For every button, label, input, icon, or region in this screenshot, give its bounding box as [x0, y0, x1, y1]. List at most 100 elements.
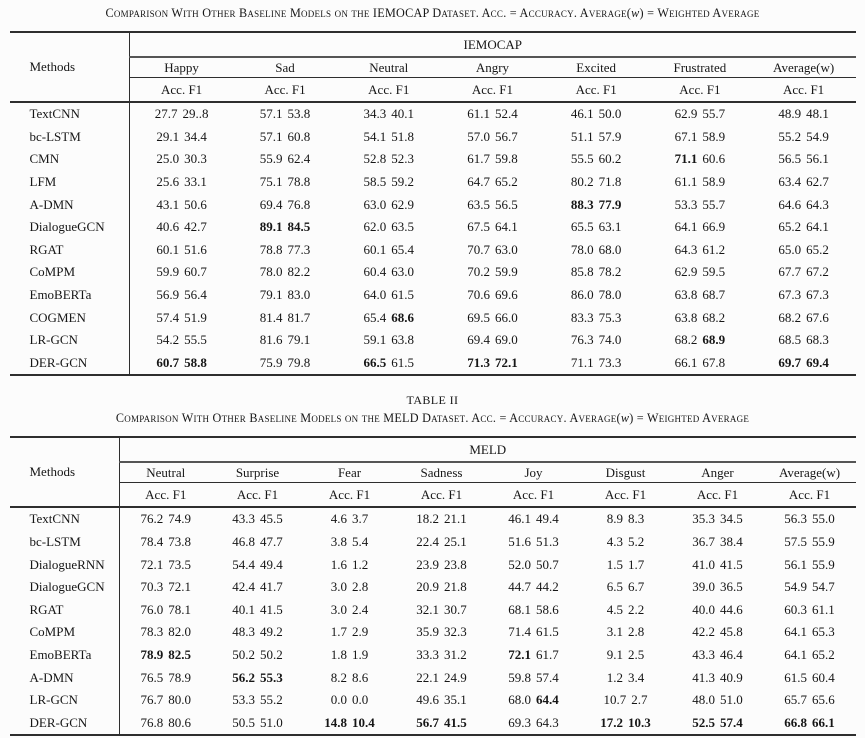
table-row: EmoBERTa 78.9 82.5 50.2 50.2 1.8 1.9 33.3 31.2 72… [9, 643, 856, 667]
f1-value: 5.2 [628, 534, 645, 550]
f1-value: 68.9 [702, 332, 726, 348]
accuracy-value: 68.1 [508, 601, 531, 617]
score-cell: 57.5 55.9 [764, 531, 856, 554]
score-cell: 35.3 34.5 [672, 507, 764, 531]
metric-header-row: Acc. F1 Acc. F1 Acc. F1 Acc. F1 Acc. F1 Acc. … [10, 77, 856, 103]
f1-value: 59.9 [494, 264, 518, 280]
f1-value: 57.4 [536, 669, 559, 685]
f1-value: 62.9 [391, 196, 414, 212]
emotion-header: Average(w) [763, 462, 856, 484]
accuracy-value: 4.3 [606, 534, 623, 550]
f1-value: 78.9 [168, 669, 191, 685]
f1-value: 40.1 [391, 106, 414, 122]
score-cell: 62.9 55.7 [648, 102, 752, 126]
f1-value: 23.8 [444, 556, 467, 572]
score-cell: 56.2 55.3 [212, 666, 304, 689]
score-cell: 66.1 67.8 [648, 352, 752, 376]
table-row: RGAT 76.0 78.1 40.1 41.5 3.0 2.4 32.1 30.7 68.1 58… [9, 598, 856, 622]
f1-value: 2.7 [631, 692, 648, 708]
accuracy-value: 70.3 [140, 579, 164, 595]
accuracy-value: 34.3 [363, 106, 387, 122]
f1-value: 71.8 [598, 174, 622, 190]
table2-caption-text-end: ) = Weighted Average [629, 411, 750, 426]
accuracy-value: 69.5 [467, 309, 490, 325]
f1-value: 62.7 [806, 174, 829, 190]
metric-subheader: Acc. F1 [129, 77, 234, 103]
accuracy-value: 57.1 [259, 106, 283, 122]
f1-value: 64.1 [806, 219, 829, 235]
f1-value: 77.3 [287, 241, 311, 257]
f1-value: 29..8 [182, 106, 209, 122]
accuracy-value: 57.1 [259, 128, 283, 144]
f1-value: 65.6 [812, 692, 835, 708]
f1-value: 61.5 [391, 354, 414, 370]
accuracy-value: 76.5 [140, 669, 164, 685]
f1-value: 60.2 [598, 151, 622, 167]
metric-subheader: Acc. F1 [395, 482, 488, 509]
score-cell: 66.8 66.1 [764, 711, 856, 735]
f1-value: 80.6 [168, 714, 191, 730]
score-cell: 55.5 60.2 [544, 148, 648, 171]
score-cell: 48.9 48.1 [752, 102, 856, 126]
score-cell: 83.3 75.3 [544, 306, 648, 329]
f1-value: 1.9 [352, 646, 369, 662]
f1-value: 64.3 [536, 714, 559, 730]
accuracy-value: 64.0 [363, 287, 387, 303]
f1-value: 69.6 [494, 287, 518, 303]
accuracy-value: 39.0 [692, 579, 715, 595]
accuracy-value: 76.7 [140, 692, 164, 708]
score-cell: 49.6 35.1 [396, 689, 488, 712]
f1-value: 68.0 [598, 241, 622, 257]
f1-value: 54.7 [812, 579, 835, 595]
score-cell: 22.1 24.9 [396, 666, 488, 689]
f1-value: 63.5 [391, 219, 414, 235]
score-cell: 40.6 42.7 [130, 216, 234, 239]
f1-value: 51.3 [536, 534, 559, 550]
f1-value: 80.0 [168, 692, 191, 708]
metric-subheader: Acc. F1 [119, 482, 212, 509]
f1-value: 41.5 [260, 601, 283, 617]
accuracy-value: 65.4 [363, 309, 387, 325]
score-cell: 71.1 73.3 [544, 352, 648, 376]
f1-value: 69.0 [494, 332, 518, 348]
score-cell: 57.4 51.9 [130, 306, 234, 329]
accuracy-value: 62.9 [674, 264, 698, 280]
accuracy-value: 70.2 [467, 264, 490, 280]
f1-value: 59.5 [702, 264, 726, 280]
accuracy-value: 72.1 [508, 646, 531, 662]
score-cell: 78.0 82.2 [233, 261, 337, 284]
accuracy-value: 1.2 [606, 669, 623, 685]
accuracy-value: 52.0 [508, 556, 531, 572]
table2-caption-text: Comparison With Other Baseline Models on… [115, 411, 621, 426]
score-cell: 76.8 80.6 [120, 711, 212, 735]
f1-value: 6.7 [628, 579, 645, 595]
accuracy-value: 25.0 [156, 151, 180, 167]
score-cell: 43.1 50.6 [130, 193, 234, 216]
score-cell: 76.0 78.1 [120, 599, 212, 622]
accuracy-value: 18.2 [416, 511, 439, 527]
accuracy-value: 27.7 [154, 106, 178, 122]
f1-value: 45.5 [260, 511, 283, 527]
score-cell: 56.1 55.9 [764, 553, 856, 576]
score-cell: 68.1 58.6 [488, 599, 580, 622]
accuracy-value: 29.1 [156, 128, 180, 144]
metric-subheader: Acc. F1 [233, 77, 337, 103]
f1-value: 61.7 [536, 646, 559, 662]
method-name: RGAT [9, 238, 130, 262]
f1-value: 5.4 [352, 534, 369, 550]
table-body: TextCNN 76.2 74.9 43.3 45.5 4.6 3.7 18.2 21.1 46.… [9, 507, 856, 736]
f1-value: 82.0 [168, 624, 191, 640]
accuracy-value: 65.7 [784, 692, 807, 708]
accuracy-value: 75.1 [259, 174, 283, 190]
f1-value: 65.2 [812, 646, 835, 662]
accuracy-value: 46.1 [508, 511, 531, 527]
score-cell: 48.3 49.2 [212, 621, 304, 644]
score-cell: 39.0 36.5 [672, 576, 764, 599]
iemocap-results-table: Methods IEMOCAP Happy Sad Neutral Angry Excite… [9, 31, 856, 377]
score-cell: 51.1 57.9 [544, 126, 648, 149]
score-cell: 56.3 55.0 [764, 507, 856, 531]
f1-value: 64.3 [806, 196, 829, 212]
score-cell: 56.5 56.1 [752, 148, 856, 171]
accuracy-value: 69.4 [259, 196, 283, 212]
table-row: A-DMN 43.1 50.6 69.4 76.8 63.0 62.9 63.5 56.5 88.… [9, 193, 856, 216]
